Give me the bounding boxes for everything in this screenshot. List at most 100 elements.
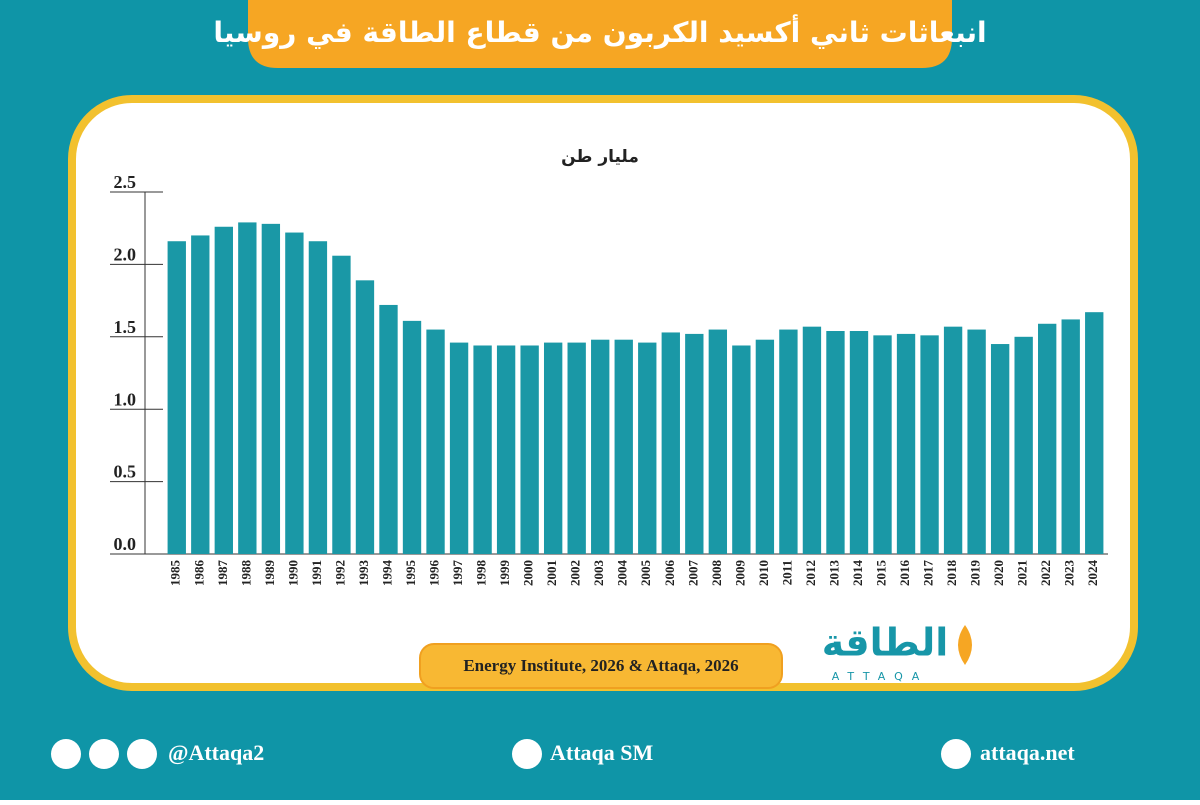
x-tick-label: 1991 — [309, 560, 324, 586]
bar — [708, 329, 728, 554]
bar — [1085, 312, 1104, 554]
bar — [355, 280, 375, 554]
x-tick-label: 2003 — [591, 560, 606, 587]
x-tick-label: 2021 — [1015, 560, 1030, 586]
bar — [732, 345, 751, 554]
icon-instagram[interactable] — [89, 739, 119, 769]
x-tick-label: 1995 — [403, 560, 418, 587]
x-tick-label: 2022 — [1038, 560, 1053, 586]
bar — [614, 339, 633, 554]
x-tick-label: 1997 — [450, 560, 465, 587]
x-tick-label: 2007 — [685, 560, 700, 587]
x-tick-label: 2004 — [615, 560, 630, 587]
bar — [920, 335, 939, 554]
x-tick-label: 2016 — [897, 560, 912, 587]
footer-website: attaqa.net — [980, 740, 1075, 765]
bar — [896, 333, 916, 554]
y-tick-label: 2.0 — [114, 245, 137, 265]
x-tick-label: 2005 — [638, 560, 653, 587]
bar — [285, 232, 304, 554]
x-tick-label: 2013 — [826, 560, 841, 587]
footer-social: @Attaqa2 — [168, 740, 264, 765]
bar — [308, 241, 328, 554]
logo-drop — [958, 625, 972, 665]
bar — [426, 329, 445, 554]
bar — [520, 345, 539, 554]
x-tick-label: 2000 — [521, 560, 536, 586]
x-tick-label: 2020 — [991, 560, 1006, 586]
bar — [449, 342, 469, 554]
x-tick-label: 2012 — [803, 560, 818, 586]
bar — [238, 222, 257, 554]
bar — [685, 333, 704, 554]
bar — [191, 235, 210, 554]
bar — [661, 332, 680, 554]
bar — [967, 329, 986, 554]
social-icons — [51, 739, 971, 769]
icon-youtube[interactable] — [512, 739, 542, 769]
y-tick-label: 1.5 — [114, 317, 137, 337]
title-banner — [248, 0, 952, 68]
x-tick-label: 2002 — [568, 560, 583, 586]
bar — [990, 344, 1010, 554]
bar — [826, 331, 845, 554]
x-tick-label: 2010 — [756, 560, 771, 586]
bar — [755, 339, 775, 554]
y-axis-label: مليار طن — [561, 147, 639, 167]
x-tick-label: 1998 — [474, 560, 489, 587]
x-tick-label: 2018 — [944, 560, 959, 587]
y-tick-label: 2.5 — [114, 172, 137, 192]
x-tick-label: 2017 — [921, 560, 936, 587]
icon-facebook[interactable] — [127, 739, 157, 769]
x-tick-label: 2015 — [873, 560, 888, 587]
x-tick-label: 1990 — [285, 560, 300, 586]
x-tick-label: 2024 — [1085, 560, 1100, 587]
bar — [1038, 323, 1057, 554]
x-tick-label: 1987 — [215, 560, 230, 587]
x-tick-label: 2019 — [968, 560, 983, 587]
x-tick-label: 2023 — [1062, 560, 1077, 587]
bar — [379, 304, 398, 554]
bar — [214, 226, 233, 554]
y-tick-label: 0.5 — [114, 462, 137, 482]
bar — [543, 342, 563, 554]
icon-x[interactable] — [51, 739, 81, 769]
bar — [638, 342, 657, 554]
bar — [473, 345, 492, 554]
logo-text: الطاقة — [822, 621, 949, 665]
bar — [1014, 336, 1033, 554]
bar — [873, 335, 892, 554]
y-tick-label: 0.0 — [114, 534, 137, 554]
bar — [167, 241, 186, 554]
x-tick-label: 1996 — [427, 560, 442, 587]
x-tick-label: 2009 — [732, 560, 747, 587]
bar — [802, 326, 822, 554]
bar — [496, 345, 516, 554]
y-tick-label: 1.0 — [114, 389, 137, 409]
bar — [943, 326, 963, 554]
bar — [591, 339, 610, 554]
bar — [261, 223, 281, 554]
chart-title: انبعاثات ثاني أكسيد الكربون من قطاع الطا… — [213, 14, 986, 49]
x-tick-label: 2006 — [662, 560, 677, 587]
x-tick-label: 1992 — [332, 560, 347, 586]
x-tick-label: 2008 — [709, 560, 724, 587]
footer-youtube: Attaqa SM — [550, 740, 654, 765]
x-tick-label: 1985 — [168, 560, 183, 587]
source: Energy Institute, 2026 & Attaqa, 2026 — [463, 656, 738, 675]
bar — [567, 342, 586, 554]
x-tick-label: 1988 — [238, 560, 253, 587]
x-tick-label: 1993 — [356, 560, 371, 587]
x-tick-label: 1999 — [497, 560, 512, 587]
source-box — [419, 643, 783, 689]
bar — [849, 331, 869, 554]
logo-subtext: ATTAQA — [832, 670, 929, 683]
bar — [402, 320, 422, 554]
x-tick-label: 2014 — [850, 560, 865, 587]
bar — [332, 255, 351, 554]
x-tick-label: 1989 — [262, 560, 277, 587]
bar — [1061, 319, 1080, 554]
icon-web[interactable] — [941, 739, 971, 769]
